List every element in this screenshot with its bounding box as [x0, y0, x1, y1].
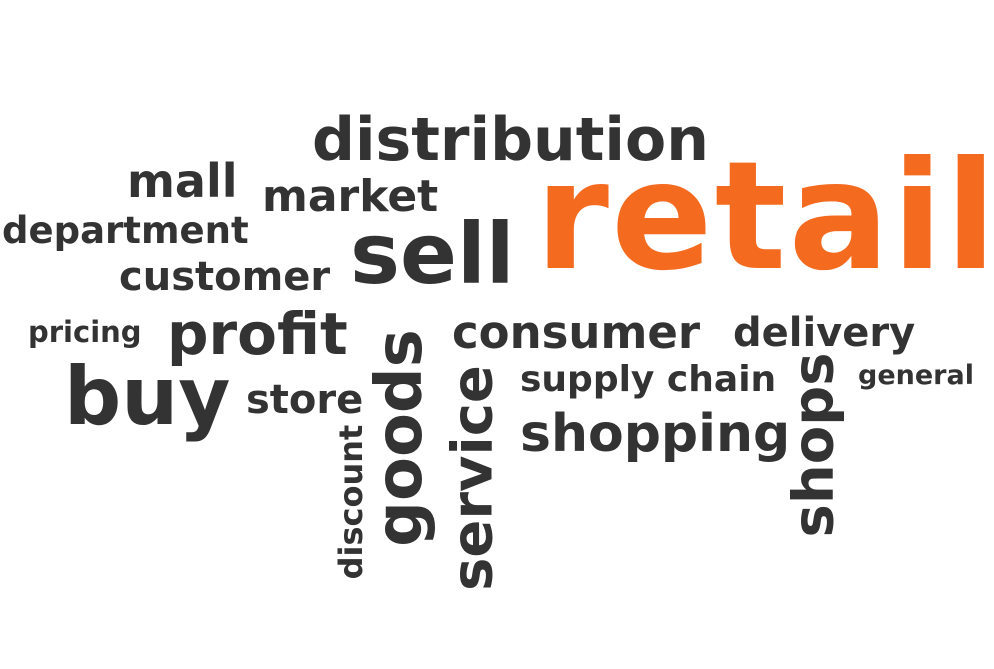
- word-retail: retail: [535, 130, 994, 304]
- word-goods: goods: [363, 329, 437, 547]
- word-consumer: consumer: [452, 306, 701, 359]
- word-buy: buy: [64, 350, 231, 443]
- word-distribution: distribution: [312, 105, 709, 175]
- word-discount: discount: [332, 424, 370, 580]
- word-market: market: [262, 171, 439, 222]
- word-department: department: [2, 209, 249, 252]
- word-shopping: shopping: [520, 404, 791, 464]
- word-store: store: [246, 377, 364, 423]
- word-mall: mall: [127, 154, 238, 208]
- word-pricing: pricing: [28, 315, 142, 349]
- word-supply-chain: supply chain: [520, 359, 777, 400]
- word-delivery: delivery: [733, 310, 916, 356]
- word-profit: profit: [167, 300, 348, 368]
- word-general: general: [858, 360, 974, 391]
- word-customer: customer: [119, 254, 331, 300]
- word-sell: sell: [350, 205, 515, 303]
- word-service: service: [440, 365, 506, 591]
- word-shops: shops: [781, 352, 847, 538]
